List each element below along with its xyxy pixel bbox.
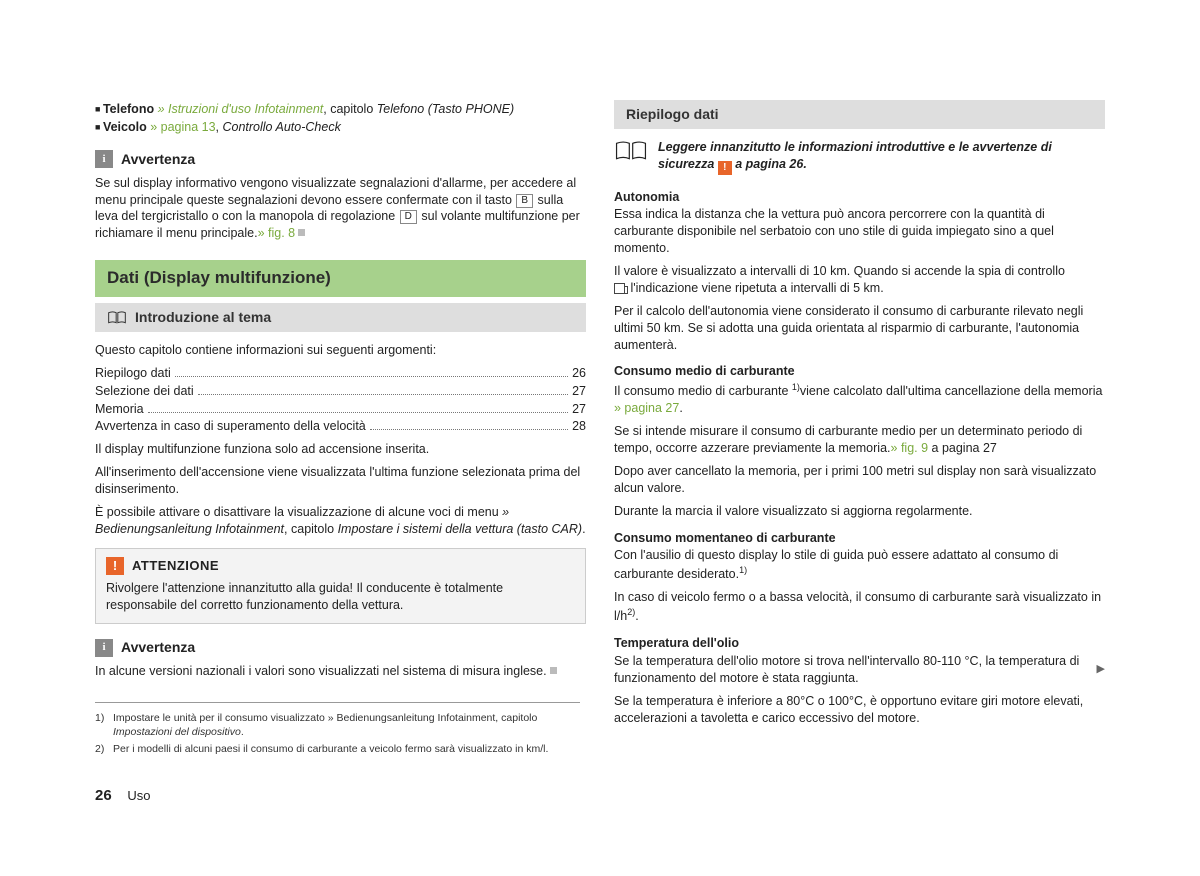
para: Con l'ausilio di questo display lo stile… xyxy=(614,547,1105,583)
toc-row[interactable]: Selezione dei dati27 xyxy=(95,383,586,400)
warning-badge-icon: ! xyxy=(718,161,732,175)
para: Durante la marcia il valore visualizzato… xyxy=(614,503,1105,520)
avvertenza-body-1: Se sul display informativo vengono visua… xyxy=(95,175,586,243)
toc-list: Riepilogo dati26 Selezione dei dati27 Me… xyxy=(95,365,586,436)
right-column: Riepilogo dati Leggere innanzitutto le i… xyxy=(614,100,1105,758)
avvertenza-body-2: In alcune versioni nazionali i valori so… xyxy=(95,663,586,680)
avvertenza-header-2: i Avvertenza xyxy=(95,638,586,657)
toc-row[interactable]: Memoria27 xyxy=(95,401,586,418)
intro-sub-header: Introduzione al tema xyxy=(95,303,586,332)
continue-indicator-icon: ▶ xyxy=(1097,662,1105,677)
page-footer: 26 Uso xyxy=(95,786,150,806)
para: È possibile attivare o disattivare la vi… xyxy=(95,504,586,538)
read-first-text: Leggere innanzitutto le informazioni int… xyxy=(658,139,1105,175)
avvertenza-title: Avvertenza xyxy=(121,150,195,169)
para: In caso di veicolo fermo o a bassa veloc… xyxy=(614,589,1105,625)
warning-icon: ! xyxy=(106,557,124,575)
para: All'inserimento dell'accensione viene vi… xyxy=(95,464,586,498)
subhead-autonomia: Autonomia xyxy=(614,189,1105,206)
avvertenza-title-2: Avvertenza xyxy=(121,638,195,657)
avvertenza-header-1: i Avvertenza xyxy=(95,150,586,169)
para: Essa indica la distanza che la vettura p… xyxy=(614,206,1105,257)
intro-sub-title: Introduzione al tema xyxy=(135,308,271,327)
riepilogo-title: Riepilogo dati xyxy=(626,105,719,124)
book-open-icon xyxy=(614,139,648,168)
footer-section: Uso xyxy=(127,788,150,803)
subhead-consumo-mom: Consumo momentaneo di carburante xyxy=(614,530,1105,547)
key-d: D xyxy=(400,210,417,224)
footnote-row: 2) Per i modelli di alcuni paesi il cons… xyxy=(95,742,580,756)
para: Il valore è visualizzato a intervalli di… xyxy=(614,263,1105,297)
subhead-consumo-medio: Consumo medio di carburante xyxy=(614,363,1105,380)
section-title-green: Dati (Display multifunzione) xyxy=(95,260,586,297)
bullet-veicolo: Veicolo » pagina 13, Controllo Auto-Chec… xyxy=(95,119,586,136)
attenzione-box: ! ATTENZIONE Rivolgere l'attenzione inna… xyxy=(95,548,586,625)
book-open-icon xyxy=(107,311,127,325)
page-container: Telefono » Istruzioni d'uso Infotainment… xyxy=(0,0,1200,778)
fig-link[interactable]: » fig. 8 xyxy=(258,226,296,240)
attenzione-body: Rivolgere l'attenzione innanzitutto alla… xyxy=(106,580,575,614)
para: Se la temperatura dell'olio motore si tr… xyxy=(614,653,1105,687)
fuel-gauge-icon xyxy=(614,283,625,294)
page-number: 26 xyxy=(95,787,112,804)
para: Se la temperatura è inferiore a 80°C o 1… xyxy=(614,693,1105,727)
page-link[interactable]: » pagina 27 xyxy=(614,401,679,415)
info-icon: i xyxy=(95,639,113,657)
subhead-temperatura: Temperatura dell'olio xyxy=(614,635,1105,652)
para: Per il calcolo dell'autonomia viene cons… xyxy=(614,303,1105,354)
riepilogo-header: Riepilogo dati xyxy=(614,100,1105,129)
fig-link[interactable]: » fig. 9 xyxy=(891,441,929,455)
end-mark xyxy=(550,667,557,674)
para: Se si intende misurare il consumo di car… xyxy=(614,423,1105,457)
intro-lead: Questo capitolo contiene informazioni su… xyxy=(95,342,586,359)
bullet-bold: Telefono xyxy=(103,102,154,116)
bullet-bold: Veicolo xyxy=(103,120,147,134)
footnote-row: 1) Impostare le unità per il consumo vis… xyxy=(95,711,580,739)
toc-row[interactable]: Riepilogo dati26 xyxy=(95,365,586,382)
footnotes: 1) Impostare le unità per il consumo vis… xyxy=(95,702,580,756)
bullet-link[interactable]: » pagina 13 xyxy=(147,120,216,134)
left-column: Telefono » Istruzioni d'uso Infotainment… xyxy=(95,100,586,758)
toc-row[interactable]: Avvertenza in caso di superamento della … xyxy=(95,418,586,435)
para: Il consumo medio di carburante 1)viene c… xyxy=(614,381,1105,417)
info-icon: i xyxy=(95,150,113,168)
bullet-link[interactable]: » Istruzioni d'uso Infotainment xyxy=(154,102,323,116)
bullet-telefono: Telefono » Istruzioni d'uso Infotainment… xyxy=(95,101,586,118)
para: Il display multifunzione funziona solo a… xyxy=(95,441,586,458)
read-first-block: Leggere innanzitutto le informazioni int… xyxy=(614,139,1105,175)
key-b: B xyxy=(516,194,533,208)
para: Dopo aver cancellato la memoria, per i p… xyxy=(614,463,1105,497)
attenzione-title: ATTENZIONE xyxy=(132,557,219,575)
end-mark xyxy=(298,229,305,236)
